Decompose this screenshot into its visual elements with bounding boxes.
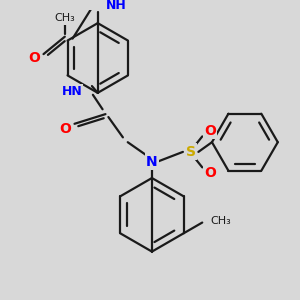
Text: O: O xyxy=(59,122,71,136)
Text: HN: HN xyxy=(61,85,82,98)
Text: O: O xyxy=(204,124,216,138)
Text: O: O xyxy=(28,51,40,65)
Text: CH₃: CH₃ xyxy=(210,216,231,226)
Text: CH₃: CH₃ xyxy=(54,14,75,23)
Text: N: N xyxy=(146,154,158,169)
Text: NH: NH xyxy=(106,0,126,12)
Text: S: S xyxy=(186,145,196,159)
Text: O: O xyxy=(204,166,216,180)
